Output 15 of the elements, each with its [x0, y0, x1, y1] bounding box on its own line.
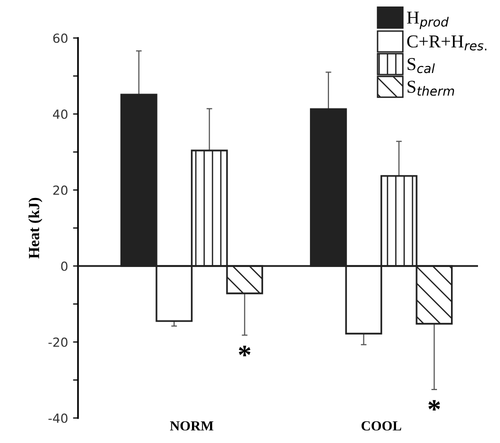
- y-tick-label: -40: [48, 413, 68, 423]
- y-axis-title: Heat (kJ): [28, 198, 42, 258]
- y-tick-label: -20: [48, 337, 68, 347]
- annotation: *: [238, 346, 250, 356]
- x-tick-label: COOL: [362, 421, 402, 431]
- y-tick-label: 60: [53, 33, 68, 43]
- legend-label: S$_{therm}$: [408, 80, 454, 96]
- legend-label: H$_{prod}$: [406, 12, 449, 30]
- legend-label: C+R+H$_{res.}$: [407, 35, 486, 50]
- y-tick-label: 40: [52, 109, 68, 119]
- y-tick-label: 20: [53, 185, 68, 195]
- annotation: *: [428, 400, 440, 411]
- x-tick-label: NORM: [170, 421, 214, 431]
- legend-label: S$_{cal}$: [408, 58, 435, 74]
- y-tick-label: 0: [61, 261, 68, 271]
